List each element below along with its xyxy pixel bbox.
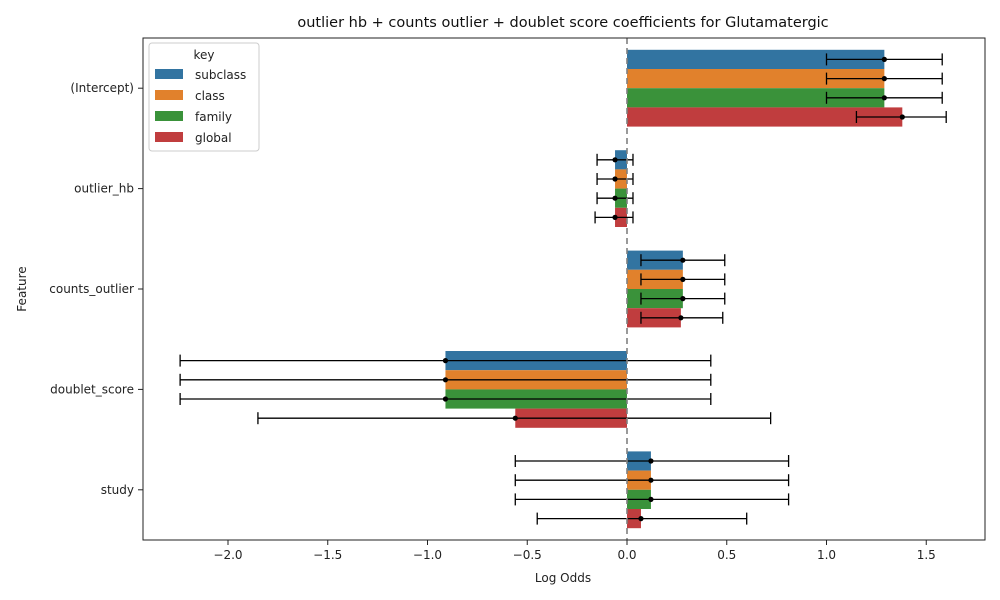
bar-global-0 [627,107,903,127]
x-tick-label: −0.5 [513,548,542,562]
bar-family-0 [627,88,885,108]
point-family-2 [680,296,686,302]
y-tick-label: counts_outlier [49,282,134,296]
y-tick-label: study [101,483,134,497]
point-family-0 [881,95,887,101]
legend-label-class: class [195,89,225,103]
point-class-4 [648,477,654,483]
legend-swatch-subclass [155,69,183,79]
bar-class-0 [627,69,885,89]
legend-label-global: global [195,131,232,145]
bar-subclass-0 [627,49,885,69]
point-subclass-3 [442,358,449,364]
point-subclass-1 [612,157,618,163]
point-global-3 [512,415,518,421]
point-family-1 [612,195,618,201]
y-tick-label: doublet_score [50,382,134,396]
x-axis-ticks: −2.0 −1.5 −1.0 −0.5 0.0 0.5 1.0 1.5 [213,540,936,562]
x-tick-label: 1.0 [817,548,836,562]
y-axis-ticks: (Intercept) outlier_hb counts_outlierdoubl… [49,81,143,497]
y-tick-label: (Intercept) [70,81,134,95]
point-global-2 [678,315,684,321]
point-family-3 [442,396,449,402]
point-global-1 [612,214,618,220]
y-tick-label: outlier_hb [74,182,134,196]
point-family-4 [648,496,654,502]
legend-swatch-global [155,132,183,142]
point-subclass-0 [881,56,887,63]
legend-label-subclass: subclass [195,68,246,82]
point-class-2 [680,276,686,282]
point-global-0 [899,114,905,120]
x-tick-label: 0.5 [717,548,736,562]
legend-title: key [193,48,214,62]
point-class-1 [612,176,618,182]
point-global-4 [638,516,644,522]
x-axis-title: Log Odds [535,571,591,585]
legend-label-family: family [195,110,232,124]
point-subclass-2 [680,257,686,263]
x-tick-label: 0.0 [617,548,636,562]
legend-swatch-class [155,90,183,100]
y-axis-title: Feature [15,266,29,311]
legend: key subclass class family global [148,42,260,152]
x-tick-label: −1.0 [413,548,442,562]
point-class-0 [881,76,887,82]
chart-title: outlier hb + counts outlier + doublet sc… [297,15,828,31]
x-tick-label: −1.5 [313,548,342,562]
point-subclass-4 [648,458,654,464]
bars-layer [445,49,903,529]
x-tick-label: −2.0 [213,548,242,562]
legend-items: subclass class family global [155,68,246,145]
error-bars-layer [179,53,947,525]
point-class-3 [442,377,449,383]
legend-swatch-family [155,111,183,121]
x-tick-label: 1.5 [917,548,936,562]
